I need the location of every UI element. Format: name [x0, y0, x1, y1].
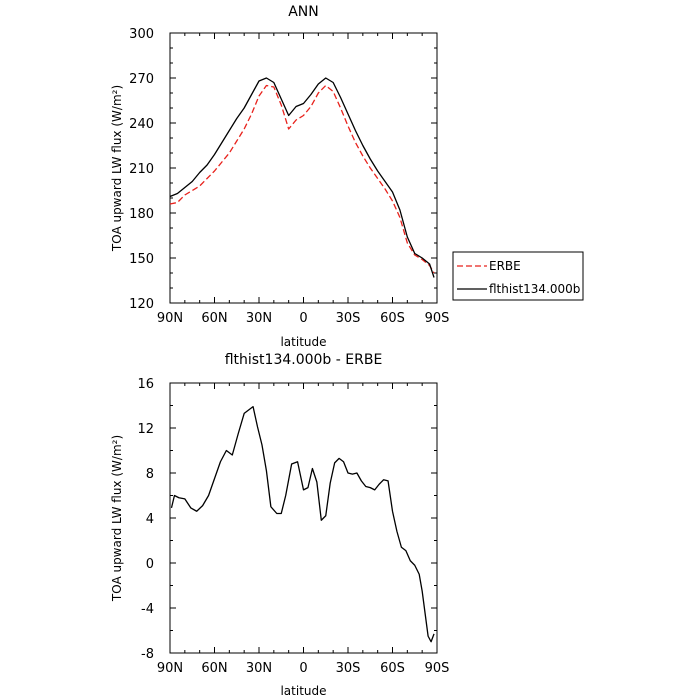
- x-tick-label: 90N: [157, 311, 183, 326]
- x-axis-label: latitude: [280, 684, 326, 698]
- series-line-difference: [170, 405, 435, 643]
- chart-title: flthist134.000b - ERBE: [225, 352, 383, 368]
- x-tick-label: 0: [299, 311, 307, 326]
- plot-series: [170, 405, 435, 643]
- legend-box: [452, 251, 584, 301]
- x-tick-label: 30S: [336, 311, 361, 326]
- axis-ticks: 90N 60N 30N 0 30S 60S 90S -8 -4 0 4 8 12 16: [137, 377, 449, 676]
- legend: ERBE flthist134.000b: [452, 251, 584, 301]
- series-line-flthist134-000b: [169, 77, 435, 278]
- y-tick-label: 4: [146, 512, 154, 527]
- x-tick-label: 0: [299, 661, 307, 676]
- y-tick-label: 180: [129, 207, 154, 222]
- y-tick-label: -4: [141, 602, 154, 617]
- chart-title: ANN: [288, 4, 319, 20]
- legend-model-label: flthist134.000b: [489, 282, 580, 296]
- top-panel: ANN 90N 60N 30N 0 30S 60S 90S 120 150 180 210 240 27…: [110, 4, 449, 349]
- x-axis-label: latitude: [280, 335, 326, 349]
- series-line-erbe: [169, 84, 435, 274]
- x-tick-label: 30S: [336, 661, 361, 676]
- y-tick-label: 300: [129, 27, 154, 42]
- plot-series: [169, 77, 435, 278]
- plot-frame: [169, 32, 438, 304]
- x-tick-label: 30N: [246, 311, 272, 326]
- x-tick-label: 90S: [425, 661, 450, 676]
- x-tick-label: 90N: [157, 661, 183, 676]
- y-axis-label: TOA upward LW flux (W/m²): [110, 435, 124, 602]
- y-tick-label: 16: [137, 377, 154, 392]
- y-tick-label: 120: [129, 297, 154, 312]
- x-tick-label: 60S: [380, 311, 405, 326]
- y-tick-label: 8: [146, 467, 154, 482]
- x-tick-label: 30N: [246, 661, 272, 676]
- x-tick-label: 90S: [425, 311, 450, 326]
- y-tick-label: 0: [146, 557, 154, 572]
- plot-frame: [169, 382, 438, 654]
- y-tick-label: 12: [137, 422, 154, 437]
- x-tick-label: 60N: [201, 661, 227, 676]
- x-tick-label: 60N: [201, 311, 227, 326]
- legend-erbe-label: ERBE: [489, 259, 521, 273]
- y-tick-label: 270: [129, 72, 154, 87]
- bottom-panel: flthist134.000b - ERBE 90N 60N 30N 0 30S 60S 9…: [110, 352, 449, 698]
- y-tick-label: 150: [129, 252, 154, 267]
- y-tick-label: 210: [129, 162, 154, 177]
- x-tick-label: 60S: [380, 661, 405, 676]
- y-axis-label: TOA upward LW flux (W/m²): [110, 85, 124, 252]
- y-tick-label: -8: [141, 647, 154, 662]
- axis-ticks: 90N 60N 30N 0 30S 60S 90S 120 150 180 210 240 270 300: [129, 27, 449, 326]
- y-tick-label: 240: [129, 117, 154, 132]
